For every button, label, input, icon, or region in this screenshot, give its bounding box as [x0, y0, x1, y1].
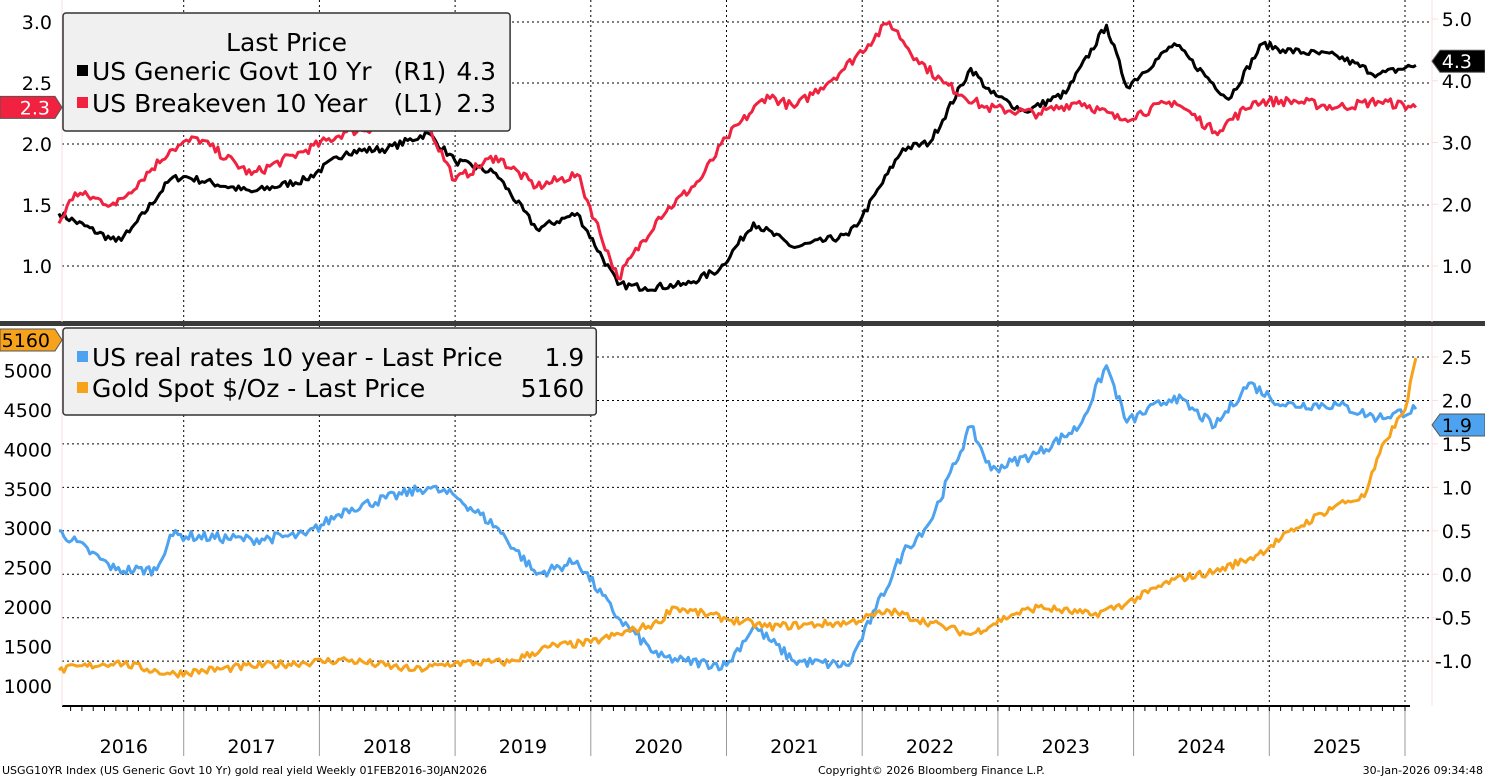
right-axis-tick: 1.5	[1442, 434, 1472, 456]
left-axis-tick: 1.0	[22, 256, 52, 278]
last-price-tag-right: 4.3	[1431, 49, 1485, 73]
legend-entry-last: 1.9	[545, 343, 585, 372]
left-axis-tick: 2000	[4, 597, 52, 619]
legend-swatch	[77, 97, 88, 108]
last-price-tag-left: 5160	[0, 328, 63, 352]
last-price-tag-right: 1.9	[1431, 413, 1485, 437]
left-axis-tick: 2.5	[22, 73, 52, 95]
legend-entry-name: Gold Spot $/Oz - Last Price	[92, 374, 425, 403]
left-axis-tick: 3000	[4, 518, 52, 540]
left-axis-tick: 4500	[4, 400, 52, 422]
legend-box	[62, 327, 598, 416]
right-axis-tick: -0.5	[1435, 608, 1472, 630]
year-label: 2016	[100, 736, 148, 758]
legend-box	[62, 12, 511, 132]
right-axis-tick: 0.0	[1442, 564, 1472, 586]
legend-entry-last: 2.3	[456, 89, 496, 118]
footer-copyright: Copyright© 2026 Bloomberg Finance L.P.	[818, 764, 1045, 777]
gridlines	[62, 0, 1432, 706]
legend-swatch	[77, 382, 88, 393]
right-axis-tick: 2.0	[1442, 390, 1472, 412]
right-axis-tick: 0.5	[1442, 521, 1472, 543]
year-label: 2022	[906, 736, 954, 758]
left-axis-tick: 5000	[4, 361, 52, 383]
legend-swatch	[77, 65, 88, 76]
right-axis-tick: 2.5	[1442, 347, 1472, 369]
bottom-legend: US real rates 10 year - Last Price 1.9 Gol…	[62, 327, 598, 416]
year-label: 2023	[1042, 736, 1090, 758]
legend-title: Last Price	[226, 28, 347, 57]
right-axis-tick: 4.0	[1442, 71, 1472, 93]
series-line-us-breakeven-10-year	[57, 20, 1417, 281]
left-axis-tick: 3500	[4, 479, 52, 501]
right-axis-tick: 1.0	[1442, 477, 1472, 499]
series-line-gold-spot-oz	[57, 357, 1418, 679]
series-line-us-real-rates-10-year	[58, 364, 1418, 672]
left-axis-tick: 2.0	[22, 134, 52, 156]
year-label: 2018	[363, 736, 411, 758]
right-axis-tick: 5.0	[1442, 9, 1472, 31]
right-axis-tick: 3.0	[1442, 133, 1472, 155]
left-axis-tick: 1500	[4, 636, 52, 658]
legend-entry-name: US real rates 10 year - Last Price	[92, 343, 503, 372]
series-lines	[57, 20, 1418, 679]
left-axis-tick: 4000	[4, 439, 52, 461]
x-axis: 2016 2017 2018 2019 2020 2021 2022 2023 2024 2025	[70, 706, 1406, 758]
year-label: 2020	[634, 736, 682, 758]
legend-swatch	[77, 351, 88, 362]
legend-entry-name: US Breakeven 10 Year	[92, 89, 368, 118]
panel-divider	[0, 321, 1485, 326]
left-axis-tick: 1000	[4, 676, 52, 698]
year-label: 2021	[770, 736, 818, 758]
footer-left: USGG10YR Index (US Generic Govt 10 Yr) g…	[2, 764, 487, 777]
year-label: 2019	[499, 736, 547, 758]
right-axis-tick: 2.0	[1442, 194, 1472, 216]
axes: 3.0 2.5 2.0 1.5 1.0 5.0 4.0 3.0 2.0 1.0 5000 4500 40…	[0, 0, 1485, 707]
last-price-tag-left: 2.3	[0, 95, 63, 119]
last-price-tag-value: 5160	[2, 330, 50, 352]
legend-entry-axis: (R1)	[394, 57, 447, 86]
left-axis-tick: 2500	[4, 558, 52, 580]
right-axis-tick: -1.0	[1435, 651, 1472, 673]
legend-entry-last: 4.3	[456, 57, 496, 86]
last-price-tag-value: 1.9	[1442, 415, 1472, 437]
legend-entry-axis: (L1)	[394, 89, 443, 118]
legend-entry-name: US Generic Govt 10 Yr	[92, 57, 372, 86]
legend-entry-last: 5160	[521, 374, 585, 403]
year-label: 2017	[227, 736, 275, 758]
left-axis-tick: 3.0	[22, 12, 52, 34]
year-label: 2024	[1177, 736, 1225, 758]
right-axis-tick: 1.0	[1442, 256, 1472, 278]
footer-timestamp: 30-Jan-2026 09:34:48	[1363, 764, 1483, 777]
last-price-tag-value: 2.3	[20, 97, 50, 119]
last-price-tag-value: 4.3	[1442, 51, 1472, 73]
year-label: 2025	[1313, 736, 1361, 758]
series-line-us-generic-govt-10-yr	[57, 23, 1417, 292]
left-axis-tick: 1.5	[22, 195, 52, 217]
